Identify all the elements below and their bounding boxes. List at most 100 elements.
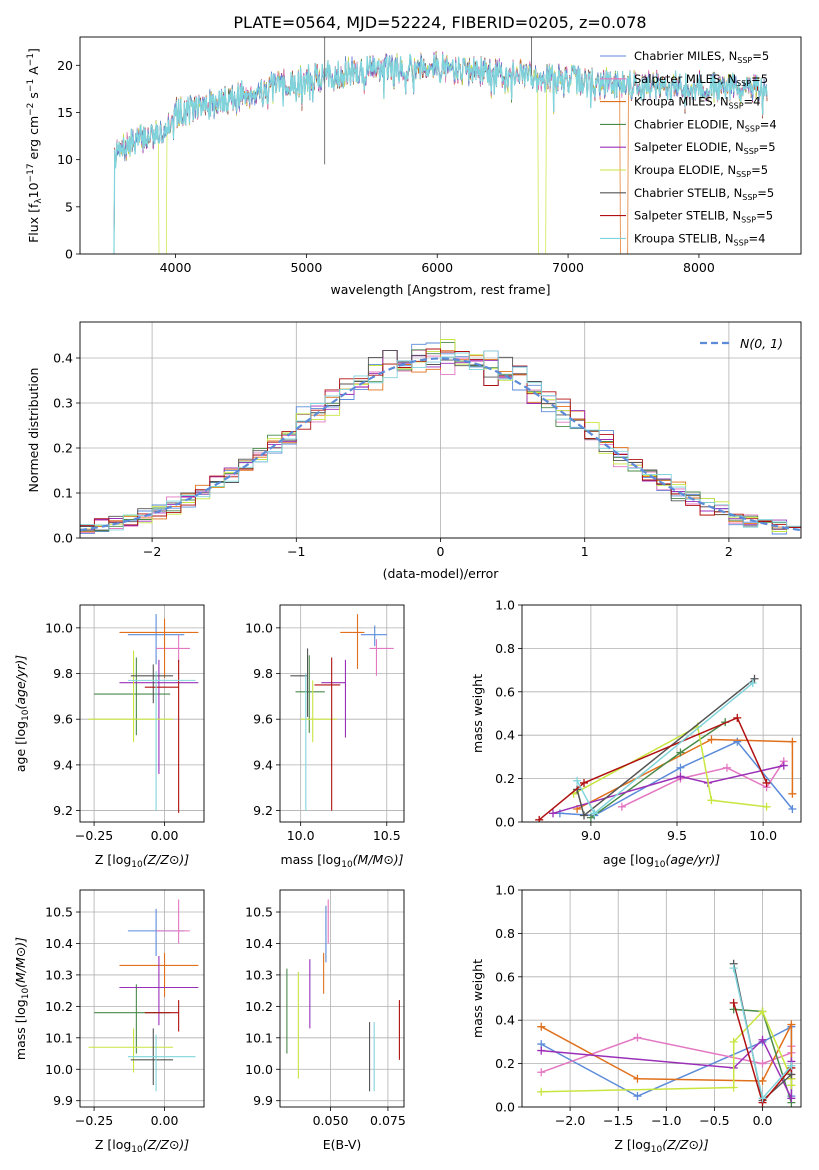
weight-marker-kroupa_elodie <box>729 1083 738 1092</box>
y-tick-label: 10.2 <box>45 999 73 1014</box>
y-axis-label-part: ] <box>26 48 41 53</box>
y-tick-label: 9.8 <box>53 666 73 681</box>
y-axis-label: Normed distribution <box>26 368 41 493</box>
y-tick-label: 10.3 <box>245 967 273 982</box>
plot-area <box>88 899 199 1092</box>
legend-sub: SSP <box>744 147 759 156</box>
x-axis-label-part: (Z/Z⊙)] <box>143 1137 190 1152</box>
y-tick-label: 0.6 <box>495 684 515 699</box>
y-tick-label: 0.2 <box>495 771 515 786</box>
y-tick-label: 10.4 <box>45 936 73 951</box>
x-axis-label-part: (age/yr)] <box>665 852 720 867</box>
panel-spectrum: 4000 5000 6000 7000 8000 0 5 10 15 20 wavelength [… <box>26 36 802 297</box>
legend-text: Kroupa MILES, N <box>634 95 729 109</box>
y-axis-label-part: (M/M⊙)] <box>13 937 28 988</box>
x-tick-label: 6000 <box>421 260 453 275</box>
x-axis-label: age [log10(age/yr)] <box>603 852 720 870</box>
y-axis-label-sub: 10 <box>21 988 31 1000</box>
y-axis-label: mass [log10(M/M⊙)] <box>13 937 31 1060</box>
legend-suffix: =4 <box>749 231 766 245</box>
x-axis-label: wavelength [Angstrom, rest frame] <box>330 282 550 297</box>
y-tick-label: 9.9 <box>253 1093 273 1108</box>
legend-sub: SSP <box>729 102 744 111</box>
legend-label-gauss: N(0, 1) <box>740 336 783 351</box>
legend-label-salpeter_stelib: Salpeter STELIB, NSSP=5 <box>634 209 773 225</box>
y-tick-label: 10.0 <box>45 620 73 635</box>
weight-marker-chabrier_miles <box>788 804 797 813</box>
x-axis-label-part: Z [log <box>614 1137 650 1152</box>
y-tick-label: 0.8 <box>495 926 515 941</box>
gaussian-curve <box>80 357 801 532</box>
y-tick-label: 0.3 <box>53 396 73 411</box>
x-tick-label: −2 <box>143 544 161 559</box>
y-tick-label: 9.6 <box>53 712 73 727</box>
x-axis-label-part: Z [log <box>95 1137 131 1152</box>
y-tick-label: 0.4 <box>495 1013 515 1028</box>
x-tick-label: 1 <box>581 544 589 559</box>
weight-marker-chabrier_miles <box>633 1092 642 1101</box>
y-axis-label-part: −1 <box>26 53 36 66</box>
weight-marker-kroupa_miles <box>707 735 716 744</box>
panel-mass_age: 10.0 10.5 9.2 9.4 9.6 9.8 10.0 mass [log10(M/M⊙… <box>245 604 405 870</box>
x-axis-label-part: mass [log <box>280 852 341 867</box>
y-tick-label: 10.5 <box>45 905 73 920</box>
x-tick-label: 10.0 <box>749 828 777 843</box>
x-tick-label: 9.0 <box>581 828 601 843</box>
y-tick-label: 0.4 <box>495 728 515 743</box>
x-tick-label: 4000 <box>160 260 192 275</box>
axes-frame <box>279 604 405 823</box>
panel-age_weight: 9.0 9.5 10.0 0.0 0.2 0.4 0.6 0.8 1.0 age [log10(a… <box>470 598 802 870</box>
y-tick-label: 9.8 <box>253 666 273 681</box>
legend-text: Chabrier STELIB, N <box>634 186 742 200</box>
weight-marker-salpeter_stelib <box>580 778 588 787</box>
x-tick-label: −0.25 <box>75 1113 113 1128</box>
weight-marker-kroupa_miles <box>537 1022 546 1031</box>
y-axis-label-part: −17 <box>26 163 36 182</box>
y-tick-label: 9.2 <box>53 803 73 818</box>
x-axis-label-sub: 10 <box>654 860 666 870</box>
legend-label-kroupa_miles: Kroupa MILES, NSSP=4 <box>634 95 760 111</box>
legend-label-chabrier_stelib: Chabrier STELIB, NSSP=5 <box>634 186 774 202</box>
plot-area <box>537 959 796 1107</box>
x-axis-label-sub: 10 <box>131 860 143 870</box>
weight-marker-kroupa_elodie <box>787 1081 796 1090</box>
y-axis-label-part: Flux [f <box>26 203 41 243</box>
y-axis-label: mass weight <box>470 674 485 753</box>
y-axis-label-part: −1 <box>26 79 36 92</box>
histogram-kroupa_stelib <box>80 350 801 532</box>
legend-label-kroupa_stelib: Kroupa STELIB, NSSP=4 <box>634 231 765 247</box>
y-axis-label-part: mass [log <box>13 999 28 1060</box>
legend-text: Salpeter STELIB, N <box>634 209 741 223</box>
weight-marker-salpeter_miles <box>617 802 626 811</box>
y-tick-label: 20 <box>57 58 73 73</box>
legend-sub: SSP <box>742 193 757 202</box>
weight-marker-kroupa_elodie <box>707 796 716 805</box>
x-axis-label: E(B-V) <box>323 1137 362 1152</box>
y-tick-label: 10.2 <box>245 999 273 1014</box>
y-axis-label-part: (age/yr)] <box>13 655 28 710</box>
axes-frame <box>79 889 205 1108</box>
y-axis-label: Flux [fλ10−17 erg cm−2 s−1 A−1] <box>26 48 44 243</box>
y-axis-label-part: λ <box>34 198 44 204</box>
y-tick-label: 0.6 <box>495 969 515 984</box>
weight-marker-kroupa_elodie <box>762 802 771 811</box>
axes-frame <box>279 889 405 1108</box>
x-tick-label: 9.5 <box>667 828 687 843</box>
legend-sub: SSP <box>736 79 751 88</box>
weight-marker-salpeter_miles <box>537 1068 546 1077</box>
panel-z_weight: −2.0 −1.5 −1.0 −0.5 0.0 0.0 0.2 0.4 0.6 0.8 1.0 Z [… <box>470 883 802 1155</box>
weight-line-kroupa_miles <box>576 738 794 810</box>
plot-area <box>290 614 394 811</box>
weight-marker-chabrier_miles <box>676 763 685 772</box>
x-axis-label: (data-model)/error <box>383 566 500 581</box>
x-tick-label: 8000 <box>683 260 715 275</box>
weight-marker-kroupa_stelib <box>787 1061 796 1070</box>
x-tick-label: −1.5 <box>603 1113 633 1128</box>
legend-label-salpeter_miles: Salpeter MILES, NSSP=5 <box>634 72 768 88</box>
weight-marker-salpeter_stelib <box>729 998 738 1007</box>
y-tick-label: 5 <box>65 199 73 214</box>
weight-marker-salpeter_miles <box>722 763 731 772</box>
weight-marker-kroupa_elodie <box>729 1037 738 1046</box>
weight-marker-kroupa_stelib <box>748 679 757 688</box>
